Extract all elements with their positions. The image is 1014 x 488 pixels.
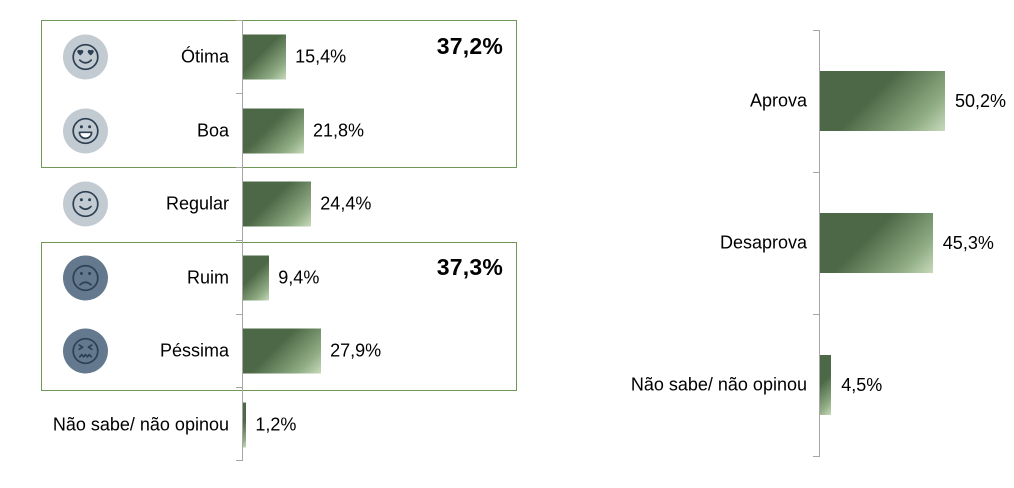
category-label: Ruim bbox=[186, 267, 229, 287]
negative-group-box bbox=[41, 242, 517, 391]
category-axis bbox=[242, 20, 243, 461]
value-label: 27,9% bbox=[330, 340, 382, 360]
bar bbox=[243, 328, 322, 373]
bar bbox=[243, 181, 312, 226]
chart-row: Boa 21,8% bbox=[0, 94, 520, 167]
category-label: Regular bbox=[165, 193, 229, 213]
value-label: 9,4% bbox=[278, 267, 320, 287]
chart-row: Aprova 50,2% bbox=[520, 30, 1014, 172]
axis-tick bbox=[236, 387, 242, 388]
axis-tick bbox=[236, 167, 242, 168]
chart-row: Ótima 15,4% bbox=[0, 20, 520, 93]
axis-tick bbox=[813, 30, 819, 31]
bar bbox=[243, 34, 287, 79]
category-label: Péssima bbox=[159, 340, 229, 360]
axis-tick bbox=[236, 20, 242, 21]
value-label: 15,4% bbox=[295, 46, 347, 66]
positive-group-box bbox=[41, 20, 517, 168]
category-label: Desaprova bbox=[719, 232, 807, 253]
negative-group-total: 37,3% bbox=[436, 254, 503, 280]
category-label: Boa bbox=[196, 120, 229, 140]
bar bbox=[820, 71, 945, 131]
heart-eyes-face-icon bbox=[63, 34, 108, 79]
axis-tick bbox=[236, 240, 242, 241]
chart-row: Não sabe/ não opinou 1,2% bbox=[0, 388, 520, 461]
axis-tick bbox=[813, 314, 819, 315]
bar bbox=[243, 255, 270, 300]
chart-row: Não sabe/ não opinou 4,5% bbox=[520, 314, 1014, 456]
chart-row: Regular 24,4% bbox=[0, 167, 520, 240]
axis-tick bbox=[813, 172, 819, 173]
value-label: 1,2% bbox=[255, 414, 297, 434]
category-label: Aprova bbox=[749, 90, 807, 111]
bar bbox=[243, 108, 304, 153]
axis-tick bbox=[236, 93, 242, 94]
category-axis bbox=[819, 30, 820, 457]
confounded-face-icon bbox=[63, 328, 108, 373]
axis-tick bbox=[813, 456, 819, 457]
value-label: 4,5% bbox=[841, 374, 883, 395]
axis-tick bbox=[236, 314, 242, 315]
chart-row: Ruim 9,4% bbox=[0, 241, 520, 314]
bar bbox=[243, 402, 247, 447]
axis-tick bbox=[236, 460, 242, 461]
bar bbox=[820, 355, 832, 415]
bar bbox=[820, 213, 933, 273]
category-label: Não sabe/ não opinou bbox=[630, 374, 807, 395]
value-label: 45,3% bbox=[942, 232, 994, 253]
frowning-face-icon bbox=[63, 255, 108, 300]
value-label: 24,4% bbox=[320, 193, 372, 213]
value-label: 50,2% bbox=[955, 90, 1007, 111]
approval-chart: Aprova 50,2% Desaprova 45,3% Não sabe/ n… bbox=[520, 0, 1014, 488]
slightly-smiling-face-icon bbox=[63, 181, 108, 226]
value-label: 21,8% bbox=[313, 120, 365, 140]
rating-chart: Ótima 15,4% Boa 21,8% bbox=[0, 20, 520, 461]
category-label: Não sabe/ não opinou bbox=[52, 414, 229, 434]
chart-row: Desaprova 45,3% bbox=[520, 172, 1014, 314]
positive-group-total: 37,2% bbox=[436, 33, 503, 59]
category-label: Ótima bbox=[180, 46, 229, 66]
grinning-face-icon bbox=[63, 108, 108, 153]
chart-row: Péssima 27,9% bbox=[0, 314, 520, 387]
